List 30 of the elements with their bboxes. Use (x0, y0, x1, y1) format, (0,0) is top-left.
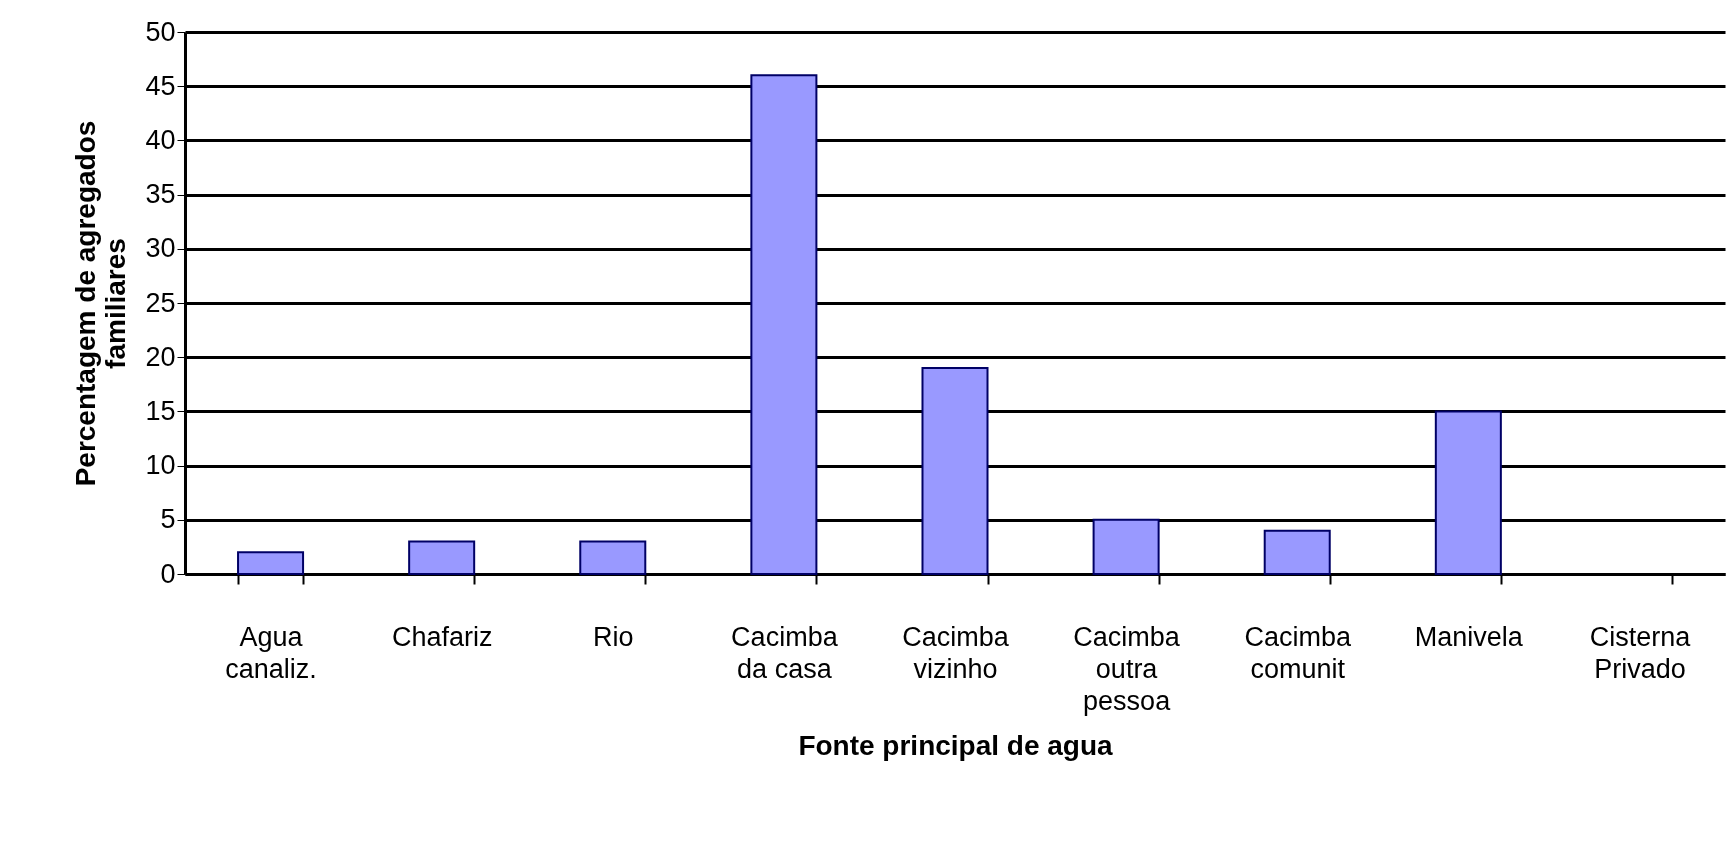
y-tick-label: 20 (145, 341, 176, 372)
bar (408, 540, 476, 575)
y-tick-label: 45 (145, 70, 176, 101)
y-axis-title: Percentagem de agregados familiares (70, 120, 132, 487)
bar (750, 74, 818, 575)
bar (237, 551, 305, 575)
x-tick-label: Cisterna Privado (1589, 621, 1692, 684)
x-tick-label: Agua canaliz. (225, 621, 317, 684)
bar (1263, 529, 1331, 575)
y-tick-label: 35 (145, 179, 176, 210)
x-tick-label: Chafariz (391, 621, 493, 652)
y-tick-label: 25 (145, 287, 176, 318)
x-tick-label: Manivela (1414, 621, 1524, 652)
y-tick-label: 40 (145, 124, 176, 155)
y-tick-label: 50 (145, 16, 176, 47)
bar (921, 367, 989, 575)
x-tick-label: Cacimba da casa (731, 621, 839, 684)
y-tick-label: 5 (160, 504, 176, 535)
y-tick-label: 30 (145, 233, 176, 264)
y-tick-label: 0 (160, 558, 176, 589)
x-tick-label: Cacimba vizinho (902, 621, 1010, 684)
y-tick-label: 15 (145, 395, 176, 426)
x-tick-label: Cacimba comunit (1244, 621, 1352, 684)
bar (579, 540, 647, 575)
bar (1434, 410, 1502, 575)
y-tick-label: 10 (145, 450, 176, 481)
x-tick-label: Rio (593, 621, 634, 652)
x-tick-label: Cacimba outra pessoa (1073, 621, 1181, 716)
bar (1092, 518, 1160, 575)
x-axis-title: Fonte principal de agua (798, 729, 1114, 761)
